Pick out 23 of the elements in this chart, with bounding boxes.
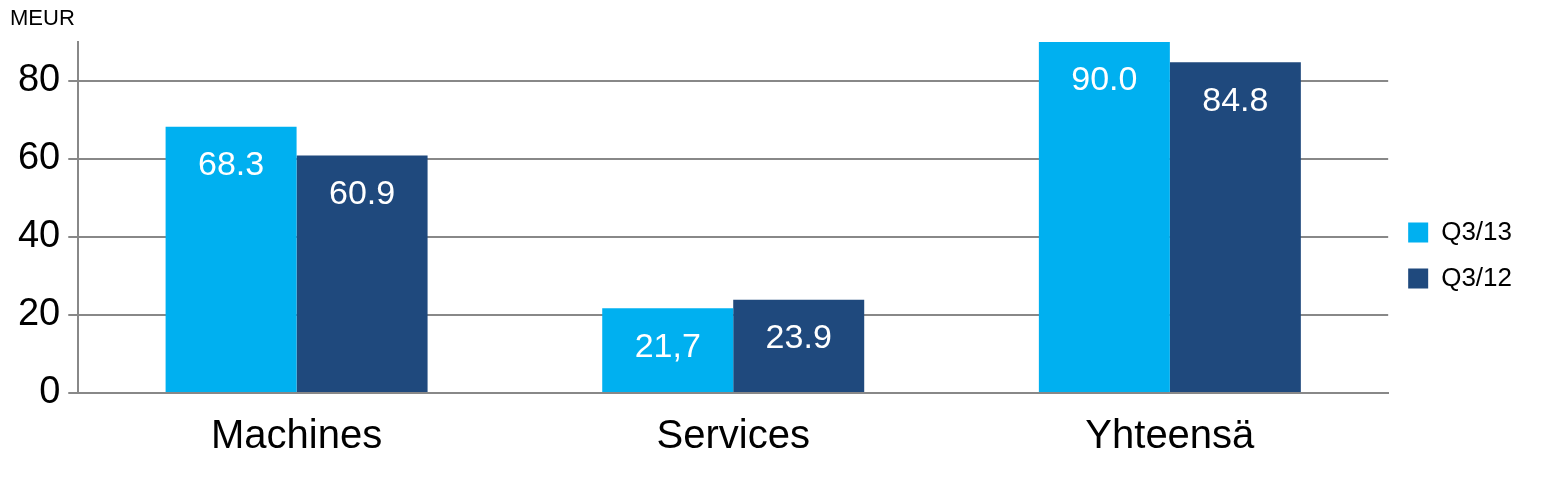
bar: [296, 155, 428, 392]
y-tick-label: 20: [17, 291, 61, 334]
x-tick-label: Yhteensä: [1085, 412, 1256, 457]
y-tick-label: 0: [39, 369, 61, 412]
bar: [602, 308, 734, 392]
data-label: 68.3: [198, 144, 265, 183]
bar: [1169, 62, 1301, 392]
x-tick-label: Machines: [210, 412, 383, 457]
y-tick-label: 40: [17, 213, 61, 256]
x-tick-label: Services: [656, 412, 810, 457]
data-label: 23.9: [765, 317, 832, 356]
data-label: 90.0: [1071, 59, 1138, 98]
bar: [1038, 42, 1170, 392]
data-label: 21,7: [634, 325, 701, 364]
y-tick-label: 60: [17, 135, 61, 178]
y-tick-label: 80: [17, 57, 61, 100]
y-axis-title: MEUR: [10, 5, 75, 31]
data-label: 84.8: [1202, 79, 1269, 118]
legend-label: Q3/12: [1441, 261, 1512, 292]
bar: [165, 126, 297, 392]
data-label: 60.9: [328, 172, 396, 211]
bar: [733, 299, 865, 392]
legend-label: Q3/13: [1441, 215, 1512, 246]
